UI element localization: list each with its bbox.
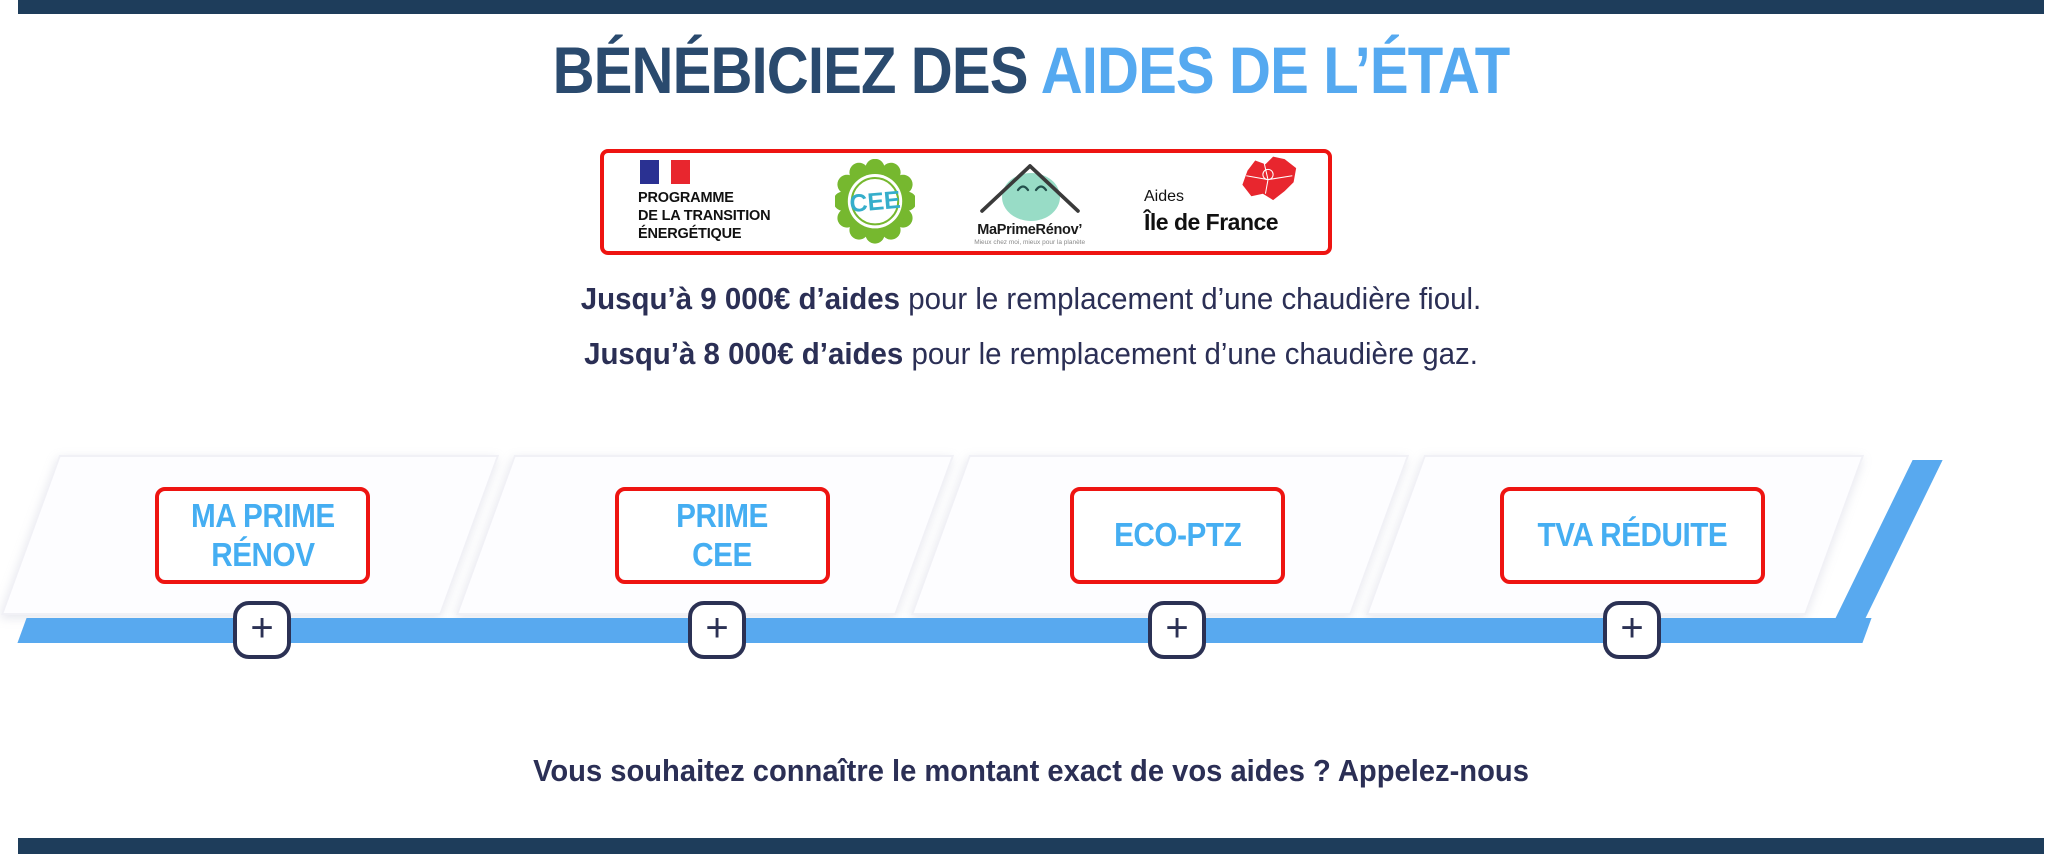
page-title: BÉNÉBICIEZ DES AIDES DE L’ÉTAT	[124, 32, 1939, 108]
aids-timeline: MA PRIME RÉNOV PRIME CEE ECO-PTZ TVA RÉD…	[0, 440, 2062, 690]
ile-de-france-map-icon	[1242, 156, 1297, 201]
programme-line1: PROGRAMME	[638, 190, 734, 207]
call-to-action-text: Vous souhaitez connaître le montant exac…	[533, 753, 1529, 788]
programme-line3: ÉNERGÉTIQUE	[638, 225, 742, 242]
maprimerenov-name: MaPrimeRénov’	[977, 221, 1083, 238]
programme-transition-energetique-logo: PROGRAMME DE LA TRANSITION ÉNERGÉTIQUE	[638, 160, 806, 243]
aid-amount-bold: Jusqu’à 8 000€ d’aides	[584, 336, 904, 371]
idf-aides-label: Aides	[1143, 188, 1185, 205]
page-title-dark-part: BÉNÉBICIEZ DES	[552, 33, 1041, 107]
maprimerenov-tagline: Mieux chez moi, mieux pour la planète	[974, 238, 1086, 246]
page-title-blue-part: AIDES DE L’ÉTAT	[1040, 33, 1511, 107]
cee-badge-label: CEE	[849, 187, 902, 218]
idf-region-name: Île de France	[1143, 209, 1279, 235]
aid-amount-rest: pour le remplacement d’une chaudière gaz…	[903, 336, 1478, 371]
aid-amount-line-gaz: Jusqu’à 8 000€ d’aides pour le remplacem…	[52, 336, 2011, 372]
cee-badge-icon: CEE	[835, 159, 916, 245]
aid-label-eco-ptz[interactable]: ECO-PTZ	[1070, 487, 1285, 584]
aid-label-ma-prime-renov[interactable]: MA PRIME RÉNOV	[155, 487, 370, 584]
aid-amount-line-fioul: Jusqu’à 9 000€ d’aides pour le remplacem…	[52, 281, 2011, 317]
top-divider-bar	[18, 0, 2044, 14]
expand-prime-cee-button[interactable]: +	[688, 601, 746, 659]
aid-amount-bold: Jusqu’à 9 000€ d’aides	[580, 281, 901, 316]
aid-label-tva-reduite[interactable]: TVA RÉDUITE	[1500, 487, 1765, 584]
expand-tva-reduite-button[interactable]: +	[1603, 601, 1661, 659]
aid-amount-rest: pour le remplacement d’une chaudière fio…	[900, 281, 1482, 316]
french-flag-icon	[640, 160, 806, 185]
maprimerenov-house-icon	[979, 163, 1080, 221]
bottom-divider-bar	[18, 838, 2044, 854]
programme-line2: DE LA TRANSITION	[638, 208, 771, 225]
timeline-blue-bar	[17, 618, 1872, 643]
aides-ile-de-france-logo: Aides Île de France	[1143, 156, 1297, 248]
maprimerenov-logo: MaPrimeRénov’ Mieux chez moi, mieux pour…	[945, 159, 1115, 246]
expand-ma-prime-renov-button[interactable]: +	[233, 601, 291, 659]
aid-label-prime-cee[interactable]: PRIME CEE	[615, 487, 830, 584]
expand-eco-ptz-button[interactable]: +	[1148, 601, 1206, 659]
partner-logos-strip: PROGRAMME DE LA TRANSITION ÉNERGÉTIQUE C…	[600, 149, 1332, 255]
